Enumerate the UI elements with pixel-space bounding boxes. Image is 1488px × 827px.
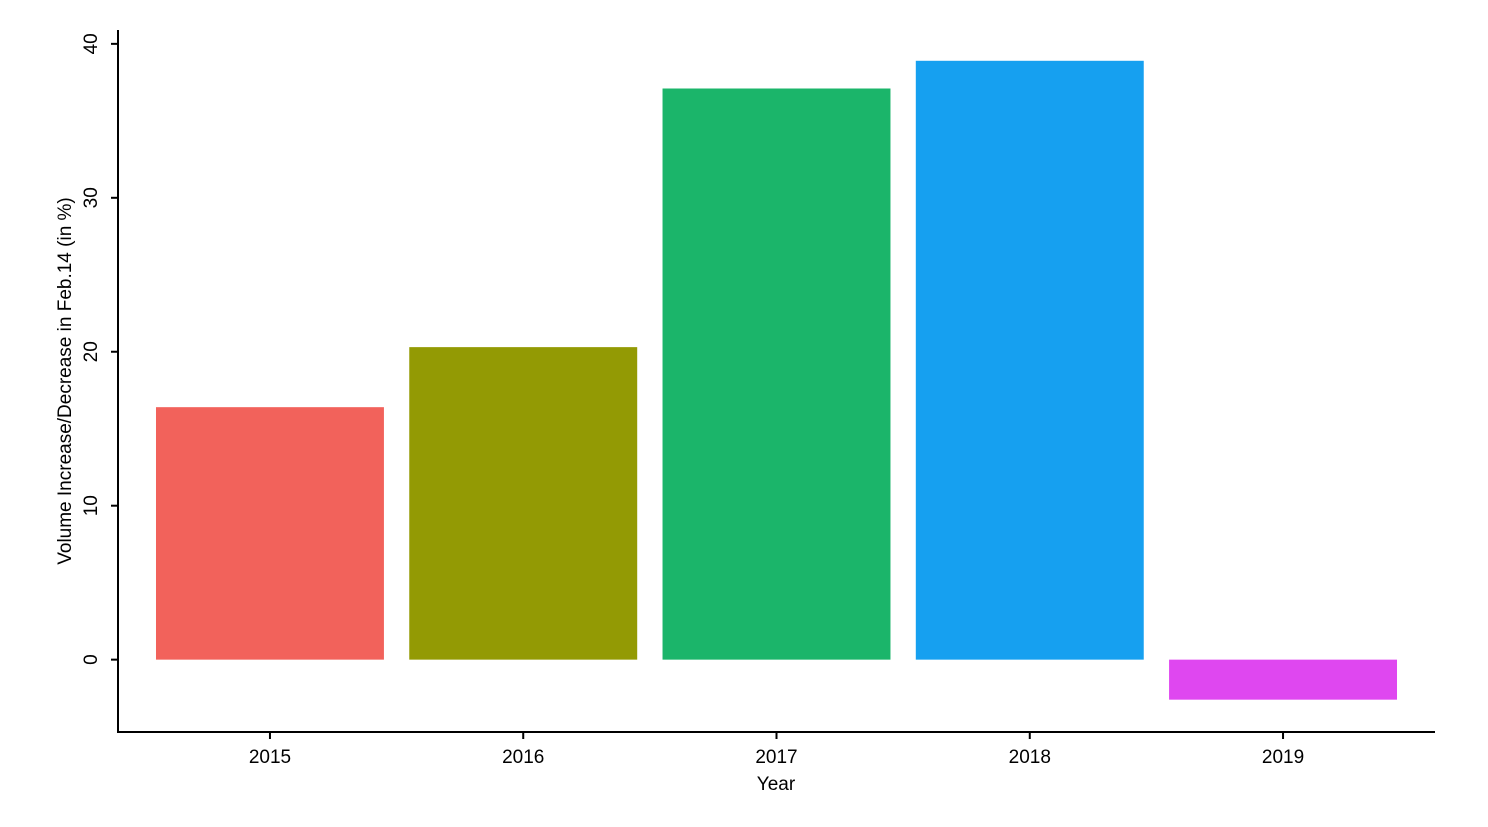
x-tick-label: 2018 (1009, 747, 1051, 768)
bar (409, 347, 638, 660)
y-tick-label: 30 (81, 187, 102, 208)
bar (915, 60, 1144, 660)
x-axis-title: Year (757, 774, 796, 795)
y-tick-label: 10 (81, 495, 102, 516)
bar (662, 88, 891, 660)
x-tick-label: 2019 (1262, 747, 1304, 768)
y-tick-label: 20 (81, 341, 102, 362)
x-tick-label: 2016 (502, 747, 544, 768)
x-tick-label: 2015 (249, 747, 291, 768)
y-axis-title: Volume Increase/Decrease in Feb.14 (in %… (55, 197, 76, 565)
y-tick-label: 0 (81, 654, 102, 665)
bar (155, 407, 384, 660)
x-tick-label: 2017 (755, 747, 797, 768)
bar (1169, 659, 1398, 700)
y-tick-label: 40 (81, 33, 102, 54)
